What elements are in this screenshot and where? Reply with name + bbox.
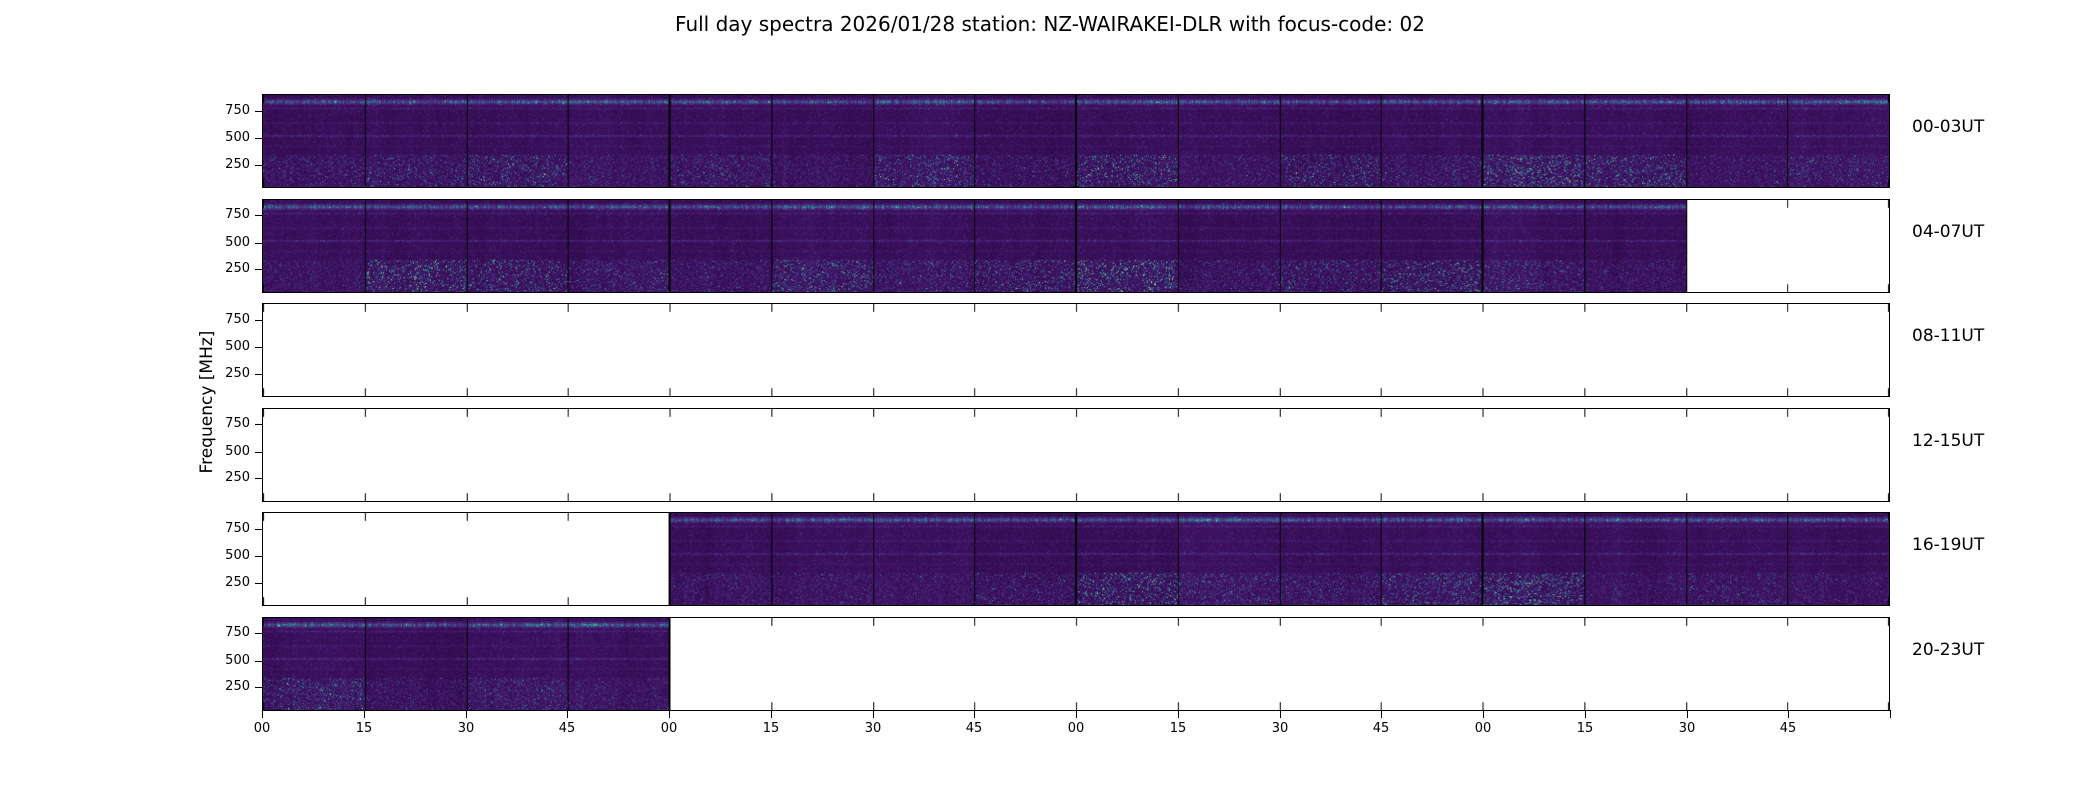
x-tick-mark [873,710,874,718]
y-tick-mark [255,451,262,453]
x-tick-label: 45 [1372,721,1390,736]
x-tick-mark [466,710,467,718]
y-tick-label: 500 [225,234,250,250]
y-tick-mark [255,528,262,530]
spectrogram-canvas [263,513,1889,605]
y-tick-label: 750 [225,311,250,327]
spectrogram-panel-04-07ut [262,198,1890,293]
y-tick-mark [255,242,262,244]
y-tick-label: 500 [225,652,250,668]
x-tick-label: 45 [1779,721,1797,736]
y-tick-label: 750 [225,207,250,223]
figure-title: Full day spectra 2026/01/28 station: NZ-… [675,12,1425,36]
x-tick-label: 00 [253,721,271,736]
y-tick-label: 500 [225,548,250,564]
x-tick-mark [364,710,365,718]
x-tick-mark [1381,710,1382,718]
x-tick-label: 00 [1067,721,1085,736]
y-tick-mark [255,582,262,584]
x-tick-label: 30 [1678,721,1696,736]
x-tick-label: 15 [1169,721,1187,736]
spectrogram-panel-12-15ut [262,407,1890,502]
x-tick-label: 15 [355,721,373,736]
y-tick-mark [255,556,262,558]
y-tick-label: 500 [225,443,250,459]
row-label: 12-15UT [1912,430,1985,451]
x-tick-label: 30 [1271,721,1289,736]
y-tick-label: 500 [225,339,250,355]
x-tick-mark [567,710,568,718]
x-tick-label: 00 [660,721,678,736]
x-tick-label: 15 [762,721,780,736]
y-tick-mark [255,347,262,349]
y-tick-mark [255,687,262,688]
y-tick-mark [255,373,262,375]
x-tick-mark [1483,710,1484,718]
spectrogram-canvas [263,95,1889,187]
spectrogram-panel-20-23ut [262,616,1890,711]
spectrogram-panel-08-11ut [262,303,1890,397]
row-label: 04-07UT [1912,221,1985,242]
x-tick-mark [974,710,975,718]
y-tick-label: 750 [225,102,250,118]
x-tick-mark [262,710,263,718]
x-tick-label: 30 [457,721,475,736]
x-tick-label: 45 [965,721,983,736]
y-tick-label: 750 [225,520,250,536]
x-tick-label: 00 [1474,721,1492,736]
x-tick-mark [1788,710,1789,718]
y-tick-label: 750 [225,625,250,641]
spectrogram-canvas [263,408,1889,501]
x-tick-label: 30 [864,721,882,736]
row-label: 20-23UT [1912,639,1985,660]
y-tick-mark [255,164,262,166]
x-tick-mark [1687,710,1688,718]
spectrogram-canvas [263,304,1889,396]
x-tick-mark [1178,710,1179,718]
row-label: 08-11UT [1912,326,1985,346]
y-tick-mark [255,215,262,217]
y-tick-label: 250 [225,679,250,694]
x-tick-mark [1890,710,1891,718]
x-tick-mark [1585,710,1586,718]
x-tick-mark [771,710,772,718]
row-label: 16-19UT [1912,535,1985,555]
y-tick-label: 250 [225,261,250,276]
y-tick-mark [255,110,262,112]
y-tick-label: 250 [225,470,250,485]
x-tick-mark [1076,710,1077,718]
y-tick-label: 250 [225,574,250,590]
y-tick-label: 750 [225,416,250,432]
spectrogram-panel-00-03ut [262,94,1890,188]
spectrogram-canvas [263,617,1889,710]
y-tick-mark [255,138,262,140]
y-tick-mark [255,319,262,321]
row-label: 00-03UT [1912,117,1985,137]
x-tick-mark [669,710,670,718]
y-tick-label: 500 [225,130,250,146]
x-tick-label: 15 [1576,721,1594,736]
spectrogram-canvas [263,199,1889,292]
y-tick-label: 250 [225,156,250,172]
y-tick-mark [255,269,262,270]
spectrogram-panel-16-19ut [262,512,1890,606]
y-tick-mark [255,633,262,635]
y-tick-mark [255,478,262,479]
y-tick-label: 250 [225,365,250,381]
x-tick-mark [1280,710,1281,718]
y-tick-mark [255,424,262,426]
y-tick-mark [255,660,262,662]
x-tick-label: 45 [558,721,576,736]
